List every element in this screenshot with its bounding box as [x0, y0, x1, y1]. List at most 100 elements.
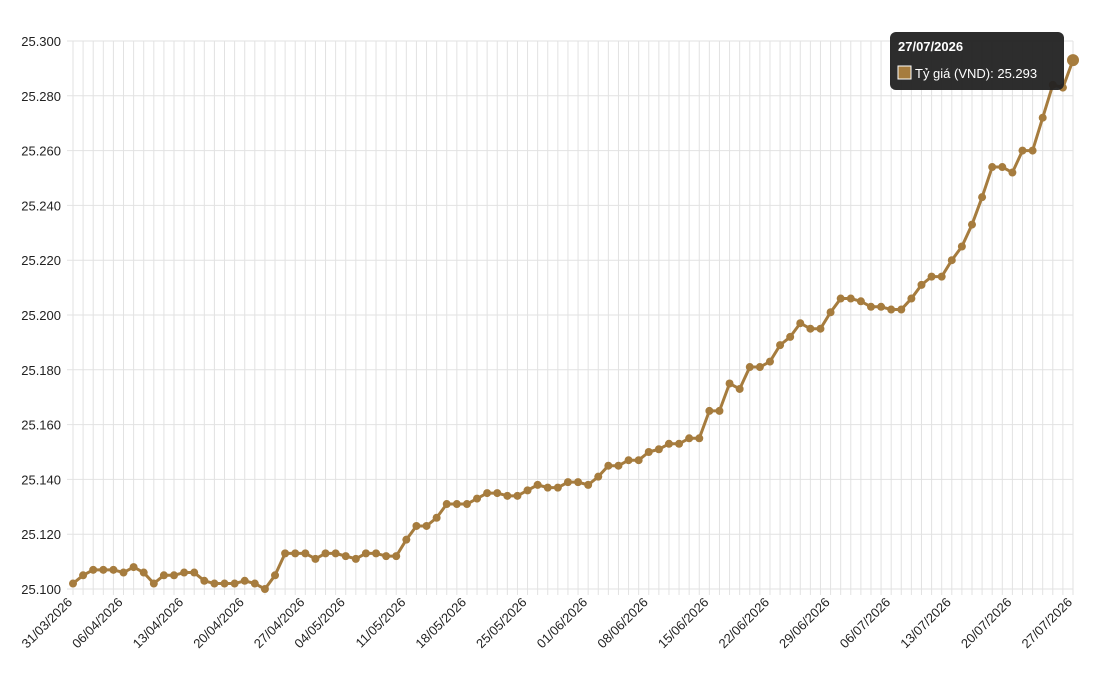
data-point	[856, 297, 865, 306]
data-point	[957, 242, 966, 251]
data-point	[200, 576, 209, 585]
data-point	[422, 521, 431, 530]
data-point	[745, 363, 754, 372]
x-tick-label: 01/06/2026	[534, 595, 591, 652]
data-point	[230, 579, 239, 588]
data-point	[846, 294, 855, 303]
data-point	[664, 439, 673, 448]
data-point	[543, 483, 552, 492]
series-line	[72, 59, 1075, 591]
data-point	[866, 302, 875, 311]
data-point	[129, 563, 138, 572]
data-point	[190, 568, 199, 577]
data-point	[644, 448, 653, 456]
data-point	[1018, 146, 1027, 155]
data-point	[331, 549, 340, 558]
data-point	[614, 461, 623, 470]
data-point	[382, 552, 391, 561]
data-point	[574, 478, 583, 487]
data-point	[473, 494, 482, 503]
x-tick-label: 06/07/2026	[837, 595, 894, 652]
data-point	[210, 579, 219, 588]
y-tick-label: 25.100	[21, 582, 61, 597]
data-point	[553, 483, 562, 492]
tooltip-title: 27/07/2026	[898, 39, 963, 54]
x-tick-label: 11/05/2026	[353, 595, 409, 651]
data-point	[715, 406, 724, 415]
data-point	[372, 549, 381, 558]
data-point	[503, 491, 512, 500]
data-point	[523, 486, 532, 495]
y-tick-label: 25.120	[21, 527, 61, 542]
data-point	[533, 480, 542, 489]
y-tick-label: 25.180	[21, 363, 61, 378]
x-tick-label: 20/07/2026	[958, 595, 1015, 652]
data-point	[563, 478, 572, 487]
data-point	[937, 272, 946, 281]
y-tick-label: 25.240	[21, 198, 61, 213]
data-point	[998, 163, 1007, 172]
x-tick-label: 27/07/2026	[1018, 595, 1075, 652]
y-tick-label: 25.140	[21, 472, 61, 487]
data-point	[109, 565, 118, 574]
data-point	[755, 363, 764, 372]
data-point	[624, 456, 633, 465]
x-tick-label: 20/04/2026	[190, 595, 247, 652]
data-point	[776, 341, 785, 350]
data-point	[705, 406, 714, 415]
data-point	[89, 565, 98, 574]
tooltip: 27/07/2026 Tỷ giá (VND): 25.293	[890, 32, 1064, 90]
data-point	[816, 324, 825, 333]
x-tick-label: 13/04/2026	[130, 595, 187, 652]
data-point	[250, 579, 259, 588]
data-point	[978, 193, 987, 202]
data-point	[988, 163, 997, 172]
data-point	[654, 445, 663, 454]
data-point	[897, 305, 906, 314]
data-point	[796, 319, 805, 328]
data-point	[887, 305, 896, 314]
data-point	[836, 294, 845, 303]
y-tick-label: 25.260	[21, 144, 61, 159]
data-point	[735, 384, 744, 393]
y-tick-label: 25.160	[21, 418, 61, 433]
y-tick-label: 25.280	[21, 89, 61, 104]
x-tick-label: 18/05/2026	[412, 595, 469, 652]
data-point	[220, 579, 229, 588]
data-point	[493, 489, 502, 498]
data-point	[301, 549, 310, 558]
data-point	[432, 513, 441, 522]
data-point	[877, 302, 886, 311]
data-point	[927, 272, 936, 281]
tooltip-box	[890, 32, 1064, 90]
data-point	[462, 500, 471, 509]
data-point	[69, 579, 77, 588]
x-tick-label: 08/06/2026	[594, 595, 651, 652]
data-point	[594, 472, 603, 481]
data-point	[806, 324, 815, 333]
data-point	[604, 461, 613, 470]
y-tick-label: 25.200	[21, 308, 61, 323]
tooltip-swatch	[897, 65, 912, 80]
data-point	[967, 220, 976, 229]
data-point	[149, 579, 158, 588]
data-point	[311, 554, 320, 563]
tooltip-text: Tỷ giá (VND): 25.293	[915, 66, 1037, 81]
data-point	[947, 256, 956, 265]
data-point	[291, 549, 300, 558]
data-point	[1028, 146, 1037, 155]
data-point	[907, 294, 916, 303]
data-point	[765, 357, 774, 366]
data-point	[452, 500, 461, 509]
x-tick-label: 13/07/2026	[897, 595, 954, 652]
data-point	[361, 549, 370, 558]
data-point	[412, 521, 421, 530]
x-tick-label: 29/06/2026	[776, 595, 833, 652]
x-tick-label: 25/05/2026	[473, 595, 530, 652]
data-point	[634, 456, 643, 465]
y-tick-label: 25.300	[21, 34, 61, 49]
data-point	[695, 434, 704, 443]
data-point	[675, 439, 684, 448]
data-point	[402, 535, 411, 544]
data-point	[442, 500, 451, 509]
